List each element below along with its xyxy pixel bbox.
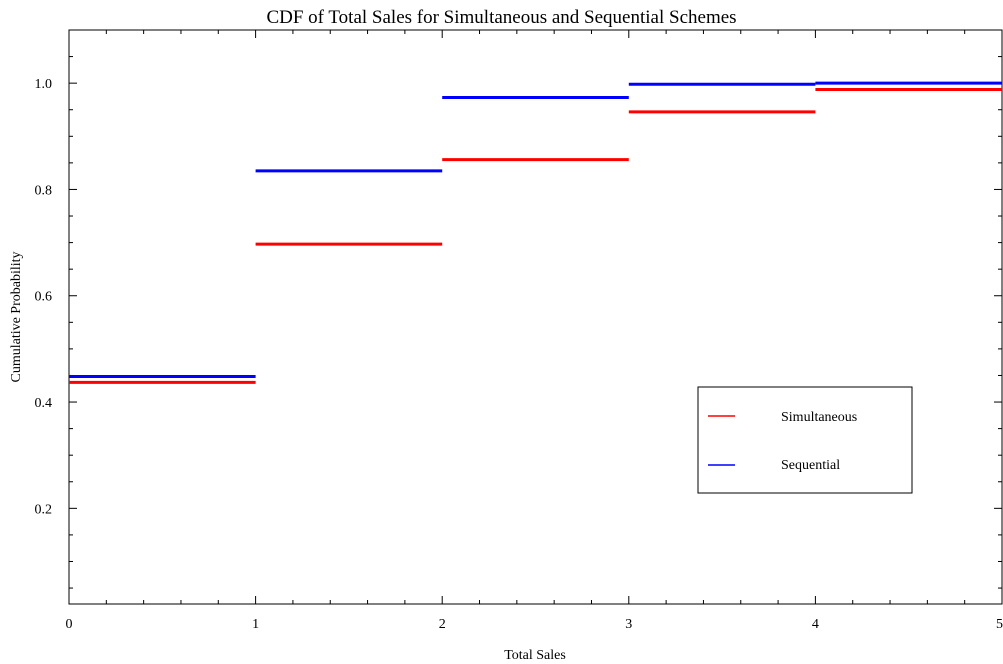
x-tick-label: 1 [252,617,259,632]
x-tick-label: 5 [996,617,1003,632]
y-tick-label: 0.6 [35,290,53,305]
x-tick-label: 4 [812,617,819,632]
x-axis-label: Total Sales [504,648,566,663]
tick-labels: 0 1 2 3 4 5 0.2 0.4 0.6 0.8 1.0 [35,77,1003,632]
legend-label-sequential: Sequential [781,458,840,473]
y-tick-label: 0.4 [35,396,53,411]
x-tick-label: 2 [439,617,446,632]
legend-label-simultaneous: Simultaneous [781,410,857,425]
series-sequential [69,81,1002,379]
series-simultaneous [69,88,1002,384]
y-tick-label: 0.2 [35,502,53,517]
y-tick-label: 1.0 [35,77,53,92]
x-tick-label: 0 [66,617,73,632]
major-ticks [68,30,1003,604]
plot-frame [68,29,1003,605]
chart-title: CDF of Total Sales for Simultaneous and … [266,7,736,28]
y-axis-label: Cumulative Probability [9,251,24,382]
legend-box [697,386,913,494]
series-layer [69,81,1002,384]
legend: Simultaneous Sequential [697,386,913,494]
minor-ticks [69,29,1002,604]
x-tick-label: 3 [625,617,632,632]
y-tick-label: 0.8 [35,183,53,198]
